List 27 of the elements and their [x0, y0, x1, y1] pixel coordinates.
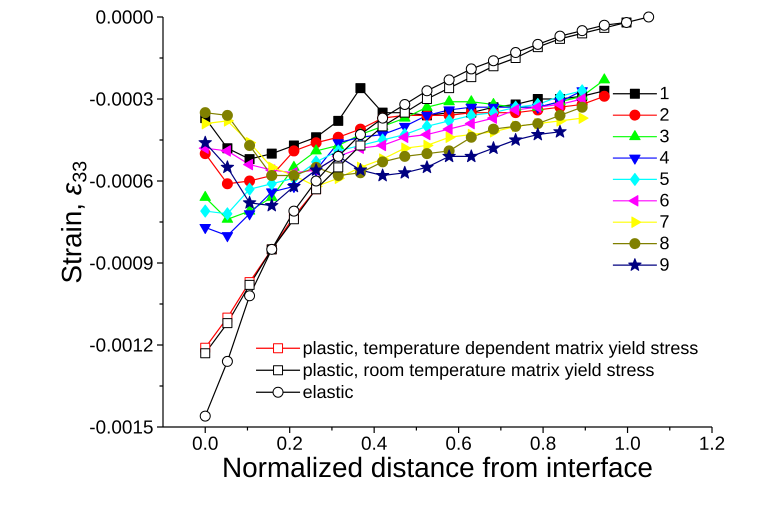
y-tick-label: -0.0012	[90, 338, 153, 352]
x-tick-label: 1.2	[700, 436, 724, 450]
y-axis-title: Strain, ε$_{33}$	[60, 162, 86, 282]
legend-label: 8	[660, 236, 669, 250]
y-tick-label: -0.0015	[90, 420, 153, 434]
legend-label: 6	[660, 194, 669, 206]
legend-label: 4	[660, 151, 669, 164]
legend-label: 7	[660, 215, 669, 228]
legend-label: 2	[660, 108, 669, 121]
x-tick-label: 0.4	[362, 436, 387, 450]
legend-label: 1	[660, 86, 669, 100]
x-axis-title: Normalized distance from interface	[224, 456, 652, 478]
y-tick-label: -0.0009	[90, 256, 153, 270]
x-tick-label: 0.0	[192, 436, 218, 450]
legend-label: 5	[660, 172, 669, 185]
x-tick-label: 0.6	[446, 436, 471, 450]
x-tick-label: 0.2	[277, 436, 302, 450]
y-tick-label: -0.0003	[90, 92, 153, 106]
x-tick-label: 0.8	[530, 436, 556, 450]
legend-label: elastic	[303, 384, 353, 398]
legend-label: plastic, temperature dependent matrix yield stress	[304, 341, 698, 358]
legend-label: plastic, room temperature matrix yield stress	[304, 363, 654, 380]
y-tick-label: -0.0006	[90, 174, 153, 188]
x-tick-label: 1.0	[616, 436, 640, 450]
y-tick-label: 0.0000	[96, 10, 153, 24]
legend-label: 9	[660, 258, 669, 271]
legend-label: 3	[660, 130, 669, 142]
